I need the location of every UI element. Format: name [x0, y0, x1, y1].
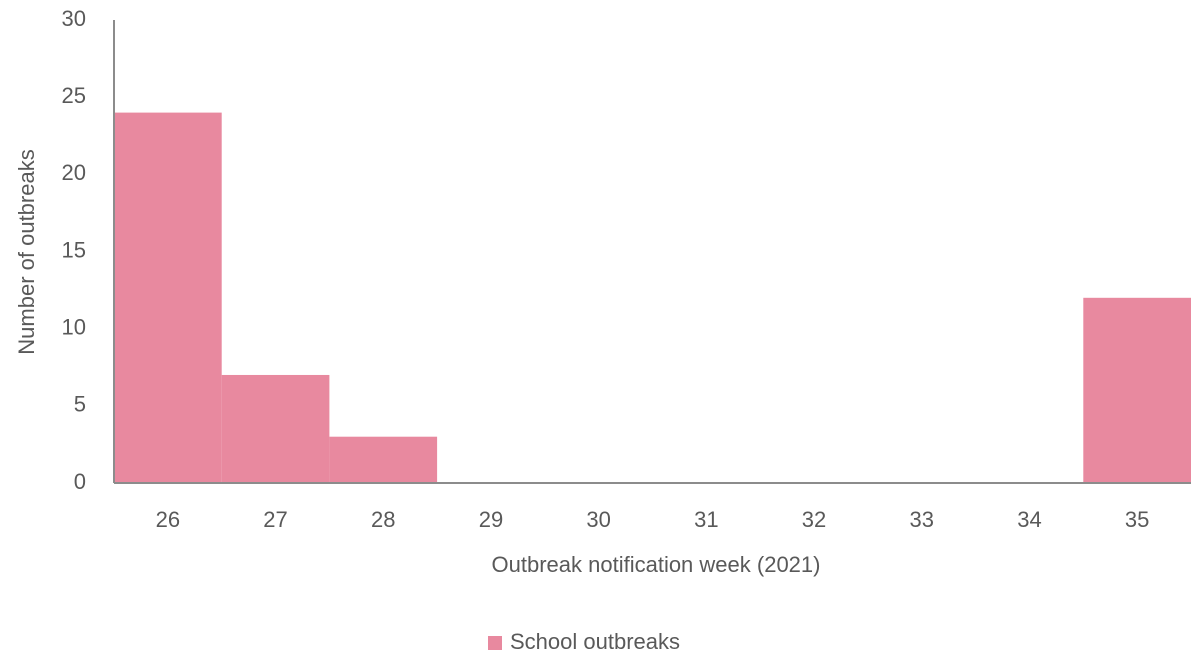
bar: [1083, 297, 1191, 483]
legend-label: School outbreaks: [510, 629, 680, 654]
x-tick-label: 34: [1017, 507, 1041, 532]
x-tick-label: 26: [156, 507, 180, 532]
y-tick-label: 5: [74, 392, 86, 417]
y-axis-label: Number of outbreaks: [14, 149, 39, 354]
y-tick-label: 25: [62, 83, 86, 108]
bar: [329, 436, 438, 483]
x-tick-label: 33: [910, 507, 934, 532]
legend-swatch: [488, 636, 502, 650]
y-tick-label: 15: [62, 237, 86, 262]
y-tick-label: 30: [62, 6, 86, 31]
x-tick-label: 35: [1125, 507, 1149, 532]
bar: [114, 112, 222, 483]
x-tick-label: 27: [263, 507, 287, 532]
x-tick-label: 28: [371, 507, 395, 532]
x-tick-label: 29: [479, 507, 503, 532]
y-tick-label: 0: [74, 469, 86, 494]
y-tick-label: 10: [62, 314, 86, 339]
x-tick-label: 32: [802, 507, 826, 532]
y-tick-label: 20: [62, 160, 86, 185]
x-tick-label: 31: [694, 507, 718, 532]
x-axis-label: Outbreak notification week (2021): [492, 552, 821, 577]
x-tick-label: 30: [586, 507, 610, 532]
bar: [221, 374, 330, 483]
